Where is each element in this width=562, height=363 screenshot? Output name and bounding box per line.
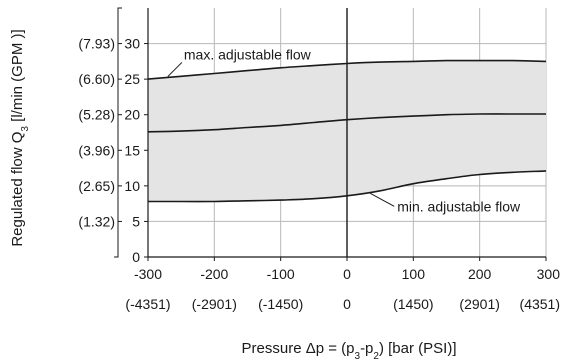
y-secondary-tick-label-1: (1.32) — [78, 213, 115, 229]
x-tick-label-4: 100 — [402, 266, 426, 282]
x-tick-label-2: -100 — [267, 266, 295, 282]
x-secondary-tick-label-5: (2901) — [459, 296, 499, 312]
tick-labels: 0 5 (1.32) 10 (2.65) 15 (3.96) 20 (5.28) 25 (6.60)… — [78, 36, 560, 312]
y-tick-label-5: 25 — [124, 71, 140, 87]
x-tick-label-0: -300 — [134, 266, 162, 282]
y-axis-title: Regulated flow Q3 [l/min (GPM )] — [9, 29, 31, 246]
x-secondary-tick-label-1: (-2901) — [192, 296, 237, 312]
x-axis-title: Pressure Δp = (p3-p2) [bar (PSI)] — [242, 340, 457, 362]
axis-titles: Pressure Δp = (p3-p2) [bar (PSI)] Regulat… — [9, 29, 456, 361]
x-secondary-tick-label-3: 0 — [343, 296, 351, 312]
annotations: max. adjustable flow min. adjustable flow — [167, 46, 521, 214]
y-secondary-tick-label-5: (6.60) — [78, 71, 115, 87]
axes — [114, 7, 547, 261]
x-secondary-tick-label-0: (-4351) — [125, 296, 170, 312]
y-secondary-tick-label-2: (2.65) — [78, 178, 115, 194]
annotation-leader-1 — [369, 192, 395, 207]
y-tick-label-3: 15 — [124, 142, 140, 158]
annotation-leader-0 — [167, 62, 183, 77]
annotation-min-flow: min. adjustable flow — [397, 198, 521, 214]
y-secondary-tick-label-3: (3.96) — [78, 142, 115, 158]
y-tick-label-0: 0 — [132, 249, 140, 265]
y-tick-label-4: 20 — [124, 107, 140, 123]
x-tick-label-1: -200 — [200, 266, 228, 282]
y-tick-label-1: 5 — [132, 213, 140, 229]
secondary-y-axis-line — [114, 7, 122, 258]
y-tick-label-6: 30 — [124, 36, 140, 52]
y-secondary-tick-label-6: (7.93) — [78, 36, 115, 52]
x-tick-label-3: 0 — [343, 266, 351, 282]
y-secondary-tick-label-4: (5.28) — [78, 107, 115, 123]
annotation-max-flow: max. adjustable flow — [184, 46, 312, 62]
x-secondary-tick-label-4: (1450) — [393, 296, 433, 312]
x-tick-label-6: 300 — [537, 266, 561, 282]
y-tick-label-2: 10 — [124, 178, 140, 194]
x-tick-label-5: 200 — [468, 266, 492, 282]
x-secondary-tick-label-2: (-1450) — [258, 296, 303, 312]
x-secondary-tick-label-6: (4351) — [520, 296, 560, 312]
